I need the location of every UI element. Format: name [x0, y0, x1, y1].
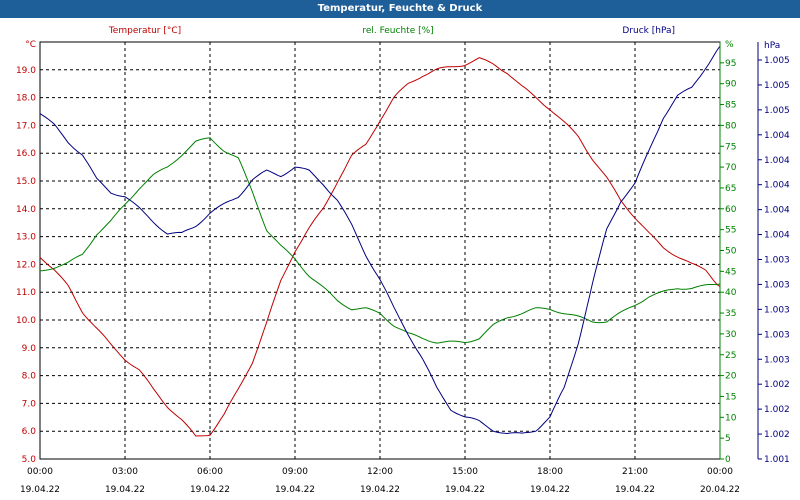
labels: 00:00 19.04.22 03:00 19.04.22 06:00 19.04.22 0…: [16, 26, 790, 495]
humidity-tick-label: 80: [725, 121, 737, 131]
humidity-tick-label: 65: [725, 184, 736, 194]
axes: [719, 42, 762, 460]
humidity-tick-label: 75: [725, 142, 736, 152]
temperature-tick-label: 16.0: [16, 149, 36, 159]
x-tick-label: 18:00: [537, 467, 563, 477]
temperature-tick-label: 9.0: [22, 344, 37, 354]
pressure-tick-label: 1.002: [764, 380, 790, 390]
grid: [40, 42, 720, 459]
humidity-tick-label: 90: [725, 80, 737, 90]
temperature-tick-label: 12.0: [16, 260, 36, 270]
humidity-tick-label: 55: [725, 226, 736, 236]
chart-title: Temperatur, Feuchte & Druck: [0, 0, 800, 18]
pressure-tick-label: 1.001: [764, 455, 790, 465]
chart: 00:00 19.04.22 03:00 19.04.22 06:00 19.04.22 0…: [16, 26, 790, 495]
pressure-series-line: [39, 45, 721, 435]
x-date-label: 19.04.22: [190, 485, 230, 495]
plot-area: [39, 41, 721, 460]
temperature-series-label: Temperatur [°C]: [108, 26, 181, 36]
temperature-tick-label: 19.0: [16, 66, 36, 76]
x-date-label: 20.04.22: [700, 485, 740, 495]
temperature-tick-label: 17.0: [16, 121, 36, 131]
temperature-tick-label: 10.0: [16, 316, 36, 326]
pressure-tick-label: 1.003: [764, 330, 790, 340]
humidity-tick-label: 45: [725, 267, 736, 277]
temperature-tick-label: 7.0: [22, 399, 37, 409]
humidity-tick-label: 25: [725, 351, 736, 361]
humidity-tick-label: 30: [725, 330, 737, 340]
humidity-tick-label: 20: [725, 372, 737, 382]
humidity-tick-label: 10: [725, 413, 737, 423]
x-date-label: 19.04.22: [360, 485, 400, 495]
pressure-tick-label: 1.005: [764, 56, 790, 66]
x-date-label: 19.04.22: [20, 485, 60, 495]
x-tick-label: 21:00: [622, 467, 648, 477]
temperature-tick-label: 6.0: [22, 427, 37, 437]
humidity-tick-label: 50: [725, 247, 737, 257]
pressure-tick-label: 1.004: [764, 131, 790, 141]
humidity-tick-label: 70: [725, 163, 737, 173]
pressure-series-label: Druck [hPa]: [622, 26, 675, 36]
x-tick-label: 15:00: [452, 467, 478, 477]
temperature-tick-label: 14.0: [16, 205, 36, 215]
pressure-tick-label: 1.005: [764, 81, 790, 91]
humidity-tick-label: 40: [725, 288, 737, 298]
pressure-unit-label: hPa: [764, 41, 780, 51]
x-tick-label: 06:00: [197, 467, 223, 477]
x-tick-label: 12:00: [367, 467, 393, 477]
pressure-tick-label: 1.003: [764, 280, 790, 290]
pressure-tick-label: 1.003: [764, 355, 790, 365]
pressure-tick-label: 1.004: [764, 231, 790, 241]
temperature-tick-label: 18.0: [16, 94, 36, 104]
x-tick-label: 00:00: [707, 467, 733, 477]
humidity-tick-label: 60: [725, 205, 737, 215]
humidity-tick-label: 85: [725, 101, 736, 111]
pressure-tick-label: 1.004: [764, 156, 790, 166]
x-date-label: 19.04.22: [105, 485, 145, 495]
temperature-tick-label: 13.0: [16, 233, 36, 243]
pressure-tick-label: 1.002: [764, 405, 790, 415]
temperature-series-line: [39, 57, 721, 437]
temperature-tick-label: 8.0: [22, 372, 37, 382]
humidity-tick-label: 15: [725, 392, 736, 402]
pressure-tick-label: 1.005: [764, 106, 790, 116]
x-date-label: 19.04.22: [445, 485, 485, 495]
x-date-label: 19.04.22: [615, 485, 655, 495]
series-layer: [39, 45, 721, 437]
humidity-series-label: rel. Feuchte [%]: [362, 26, 433, 36]
pressure-tick-label: 1.002: [764, 430, 790, 440]
temperature-tick-label: 11.0: [16, 288, 36, 298]
pressure-tick-label: 1.003: [764, 305, 790, 315]
pressure-tick-label: 1.004: [764, 206, 790, 216]
x-tick-label: 09:00: [282, 467, 308, 477]
x-tick-label: 03:00: [112, 467, 138, 477]
temperature-tick-label: 5.0: [22, 455, 37, 465]
pressure-tick-label: 1.004: [764, 181, 790, 191]
humidity-tick-label: 5: [725, 434, 731, 444]
temperature-tick-label: 15.0: [16, 177, 36, 187]
x-tick-label: 00:00: [27, 467, 53, 477]
humidity-tick-label: 95: [725, 59, 736, 69]
x-date-label: 19.04.22: [530, 485, 570, 495]
humidity-series-line: [39, 137, 721, 344]
humidity-tick-label: 0: [725, 455, 731, 465]
pressure-tick-label: 1.003: [764, 256, 790, 266]
humidity-unit-label: %: [725, 40, 734, 50]
temperature-unit-label: °C: [25, 40, 36, 50]
humidity-tick-label: 35: [725, 309, 736, 319]
x-date-label: 19.04.22: [275, 485, 315, 495]
